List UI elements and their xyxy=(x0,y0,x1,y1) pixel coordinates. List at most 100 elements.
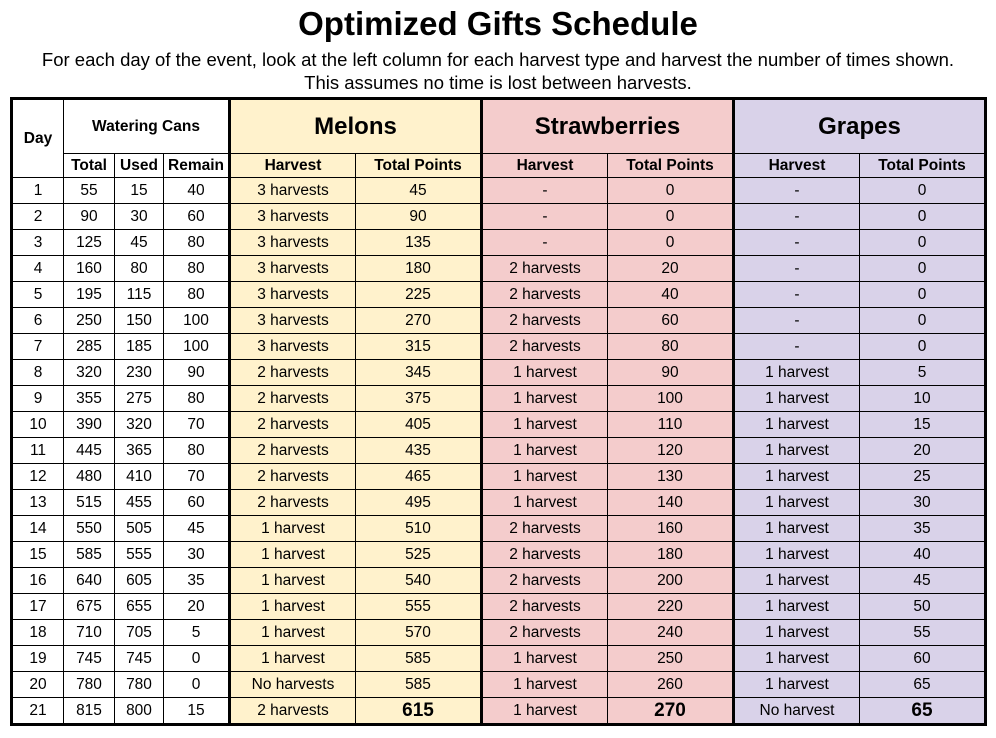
day-cell: 2 xyxy=(10,203,64,230)
grapes-harvest-cell: 1 harvest xyxy=(732,671,860,698)
grapes-points-cell: 25 xyxy=(859,463,987,490)
melons-points-cell: 405 xyxy=(355,411,482,438)
melons-harvest-cell: 3 harvests xyxy=(228,177,356,204)
cans-total-cell: 550 xyxy=(63,515,115,542)
grapes-harvest-cell: 1 harvest xyxy=(732,359,860,386)
cans-used-cell: 410 xyxy=(114,463,164,490)
table-row: 19 745 745 0 1 harvest 585 1 harvest 250 1 harve… xyxy=(10,645,987,672)
strawberries-harvest-cell: 2 harvests xyxy=(480,307,608,334)
strawberries-harvest-cell: - xyxy=(480,177,608,204)
cans-used-cell: 230 xyxy=(114,359,164,386)
melons-harvest-cell: 1 harvest xyxy=(228,619,356,646)
strawberries-harvest-cell: 1 harvest xyxy=(480,489,608,516)
grapes-header: Grapes xyxy=(732,97,987,154)
melons-points-cell: 180 xyxy=(355,255,482,282)
cans-remain-cell: 80 xyxy=(163,281,230,308)
cans-used-cell: 455 xyxy=(114,489,164,516)
grapes-points-cell: 10 xyxy=(859,385,987,412)
table-row: 4 160 80 80 3 harvests 180 2 harvests 20-0 xyxy=(10,255,987,282)
melons-points-cell: 585 xyxy=(355,645,482,672)
day-cell: 11 xyxy=(10,437,64,464)
grapes-points-cell: 45 xyxy=(859,567,987,594)
strawberries-harvest-cell: 1 harvest xyxy=(480,411,608,438)
cans-remain-cell: 100 xyxy=(163,307,230,334)
strawberries-points-cell: 130 xyxy=(607,463,734,490)
grapes-points-header: Total Points xyxy=(859,153,987,178)
strawberries-harvest-cell: 2 harvests xyxy=(480,515,608,542)
remain-cans-header: Remain xyxy=(163,153,230,178)
strawberries-harvest-cell: 2 harvests xyxy=(480,619,608,646)
grapes-points-cell: 0 xyxy=(859,333,987,360)
cans-total-cell: 320 xyxy=(63,359,115,386)
table-row: 16 640 605 35 1 harvest 540 2 harvests 200 1 har… xyxy=(10,567,987,594)
melons-harvest-cell: 1 harvest xyxy=(228,593,356,620)
table-row: 20 780 780 0 No harvests 585 1 harvest 260 1 har… xyxy=(10,671,987,698)
cans-remain-cell: 5 xyxy=(163,619,230,646)
cans-total-cell: 780 xyxy=(63,671,115,698)
grapes-harvest-cell: - xyxy=(732,203,860,230)
strawberries-harvest-cell: 2 harvests xyxy=(480,593,608,620)
cans-remain-cell: 30 xyxy=(163,541,230,568)
melons-points-cell: 495 xyxy=(355,489,482,516)
melons-points-header: Total Points xyxy=(355,153,482,178)
melons-harvest-cell: 2 harvests xyxy=(228,385,356,412)
strawberries-points-cell: 40 xyxy=(607,281,734,308)
day-cell: 16 xyxy=(10,567,64,594)
melons-points-cell: 435 xyxy=(355,437,482,464)
melons-harvest-cell: 2 harvests xyxy=(228,463,356,490)
cans-remain-cell: 70 xyxy=(163,463,230,490)
melons-points-cell: 585 xyxy=(355,671,482,698)
cans-used-cell: 780 xyxy=(114,671,164,698)
table-row: 12 480 410 70 2 harvests 465 1 harvest 130 1 har… xyxy=(10,463,987,490)
strawberries-points-cell: 200 xyxy=(607,567,734,594)
strawberries-points-cell: 0 xyxy=(607,177,734,204)
cans-used-cell: 30 xyxy=(114,203,164,230)
melons-harvest-cell: 3 harvests xyxy=(228,307,356,334)
table-row: 13 515 455 60 2 harvests 495 1 harvest 140 1 har… xyxy=(10,489,987,516)
cans-total-cell: 250 xyxy=(63,307,115,334)
melons-harvest-cell: 1 harvest xyxy=(228,567,356,594)
melons-points-cell: 270 xyxy=(355,307,482,334)
melons-points-cell: 525 xyxy=(355,541,482,568)
grapes-points-cell: 40 xyxy=(859,541,987,568)
cans-remain-cell: 40 xyxy=(163,177,230,204)
day-header: Day xyxy=(10,97,64,178)
strawberries-points-cell: 260 xyxy=(607,671,734,698)
strawberries-points-cell: 120 xyxy=(607,437,734,464)
grapes-points-cell: 30 xyxy=(859,489,987,516)
grapes-points-cell: 0 xyxy=(859,177,987,204)
table-row: 2 90 30 60 3 harvests 90-0-0 xyxy=(10,203,987,230)
schedule-table: Day Watering Cans Melons Strawberries Gr… xyxy=(10,97,987,726)
grapes-harvest-cell: 1 harvest xyxy=(732,619,860,646)
table-row: 9 355 275 80 2 harvests 375 1 harvest 100 1 harv… xyxy=(10,385,987,412)
cans-remain-cell: 100 xyxy=(163,333,230,360)
cans-used-cell: 185 xyxy=(114,333,164,360)
grapes-points-cell: 60 xyxy=(859,645,987,672)
page-subtitle: For each day of the event, look at the l… xyxy=(41,49,955,93)
melons-harvest-cell: 2 harvests xyxy=(228,359,356,386)
melons-harvest-cell: 2 harvests xyxy=(228,437,356,464)
strawberries-harvest-cell: 1 harvest xyxy=(480,437,608,464)
grapes-points-cell: 65 xyxy=(859,697,987,726)
day-cell: 6 xyxy=(10,307,64,334)
grapes-points-cell: 0 xyxy=(859,255,987,282)
grapes-harvest-cell: 1 harvest xyxy=(732,385,860,412)
cans-total-cell: 675 xyxy=(63,593,115,620)
cans-total-cell: 815 xyxy=(63,697,115,726)
table-row: 1 55 15 40 3 harvests 45-0-0 xyxy=(10,177,987,204)
strawberries-harvest-cell: 2 harvests xyxy=(480,541,608,568)
strawberries-harvest-cell: 2 harvests xyxy=(480,281,608,308)
grapes-points-cell: 0 xyxy=(859,229,987,256)
strawberries-points-header: Total Points xyxy=(607,153,734,178)
cans-remain-cell: 35 xyxy=(163,567,230,594)
cans-total-cell: 390 xyxy=(63,411,115,438)
cans-total-cell: 515 xyxy=(63,489,115,516)
total-cans-header: Total xyxy=(63,153,115,178)
melons-harvest-header: Harvest xyxy=(228,153,356,178)
cans-total-cell: 195 xyxy=(63,281,115,308)
cans-used-cell: 655 xyxy=(114,593,164,620)
strawberries-harvest-cell: 1 harvest xyxy=(480,671,608,698)
grapes-points-cell: 35 xyxy=(859,515,987,542)
grapes-points-cell: 5 xyxy=(859,359,987,386)
strawberries-header: Strawberries xyxy=(480,97,734,154)
